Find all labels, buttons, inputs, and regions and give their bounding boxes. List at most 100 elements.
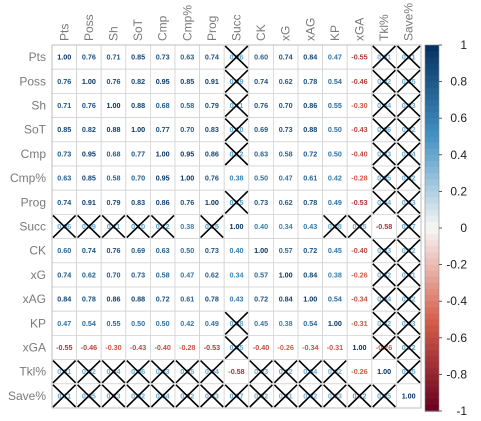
matrix-cell: -0.58: [371, 213, 397, 239]
insignificant-cross-mark: [150, 360, 175, 384]
insignificant-cross-mark: [323, 214, 347, 239]
matrix-cell: 0.09: [76, 213, 102, 239]
matrix-cell: 0.03: [371, 238, 397, 264]
matrix-border: [51, 44, 422, 409]
matrix-cell: -0.53: [199, 334, 225, 360]
matrix-cell: 0.73: [125, 262, 151, 288]
colorbar-segment: [425, 276, 439, 284]
cell-background: [174, 310, 201, 336]
colorbar-segment: [425, 112, 439, 119]
matrix-cell: 0.57: [248, 262, 274, 288]
column-label: CK: [254, 24, 268, 41]
matrix-cell: 0.05: [76, 383, 102, 409]
cell-value-label: 0.88: [131, 101, 145, 110]
matrix-cell: -0.58: [223, 359, 250, 385]
cell-background: [297, 165, 324, 191]
insignificant-cross-mark: [372, 69, 396, 93]
cell-value-label: 0.73: [131, 270, 145, 279]
matrix-cell: 0.73: [272, 117, 299, 143]
matrix-cell: 0.02: [371, 68, 397, 94]
cell-value-label: 0.49: [205, 319, 219, 328]
cell-value-label: 0.86: [107, 295, 121, 304]
row-labels: Pts Poss Sh SoT Cmp Cmp% Prog Succ CK xG xAG KP xGA T…: [8, 50, 47, 403]
cell-background: [223, 213, 250, 239]
cell-background: [248, 334, 274, 360]
cell-background: [322, 68, 348, 94]
cell-value-label: -0.58: [228, 367, 244, 376]
matrix-cell: 0.78: [297, 189, 324, 215]
matrix-cell: -0.40: [346, 238, 373, 264]
row-label: Save%: [8, 389, 46, 403]
cell-value-label: 0.63: [156, 246, 170, 255]
matrix-cell: 0.12: [395, 334, 422, 360]
cell-value-label: 0.76: [107, 246, 121, 255]
cell-value-label: 1.00: [107, 101, 121, 110]
cell-value-label: 0.63: [57, 174, 71, 183]
cell-background: [272, 310, 299, 336]
colorbar-tick-label: -0.6: [446, 331, 467, 345]
cell-value-label: 0.76: [205, 174, 219, 183]
cell-background: [297, 93, 324, 119]
matrix-cell: 0.12: [223, 141, 250, 167]
matrix-cell: -0.46: [346, 68, 373, 94]
insignificant-cross-mark: [77, 384, 101, 408]
insignificant-cross-mark: [101, 384, 126, 408]
cell-value-label: -0.53: [351, 198, 367, 207]
column-label: Sh: [107, 26, 121, 41]
matrix-cell: 0.03: [322, 383, 348, 409]
cell-value-label: 1.00: [303, 295, 317, 304]
colorbar-segment: [425, 331, 439, 339]
cell-value-label: 0.79: [205, 101, 219, 110]
cell-value-label: 0.77: [131, 149, 145, 158]
matrix-cell: 0.58: [174, 93, 201, 119]
colorbar-segment: [425, 136, 439, 144]
insignificant-cross-mark: [224, 69, 249, 93]
matrix-cell: 1.00: [125, 117, 151, 143]
cell-background: [346, 44, 373, 70]
matrix-cell: 0.05: [371, 165, 397, 191]
colorbar-tick-label: 0.4: [450, 148, 467, 162]
matrix-cell: -0.55: [51, 334, 78, 360]
cell-value-label: -0.40: [253, 343, 269, 352]
matrix-cell: 0.03: [149, 359, 176, 385]
insignificant-cross-mark: [150, 214, 175, 239]
cell-value-label: -0.28: [179, 343, 195, 352]
cell-background: [76, 44, 102, 70]
cell-value-label: 0.88: [107, 125, 121, 134]
cell-value-label: 0.76: [180, 198, 194, 207]
cell-value-label: -0.58: [376, 222, 392, 231]
matrix-cell: -0.40: [346, 141, 373, 167]
colorbar-tick-label: -0.4: [446, 294, 467, 308]
insignificant-cross-mark: [224, 384, 249, 408]
cell-value-label: 1.00: [180, 174, 194, 183]
cell-value-label: 0.74: [205, 53, 219, 62]
matrix-cell: 0.70: [174, 117, 201, 143]
matrix-cell: 0.76: [100, 68, 127, 94]
matrix-cell: 1.00: [149, 141, 176, 167]
insignificant-cross-mark: [396, 69, 421, 93]
cell-value-label: 0.50: [328, 125, 342, 134]
matrix-cell: 0.72: [248, 286, 274, 312]
matrix-cell: 0.49: [322, 189, 348, 215]
matrix-cell: 0.86: [297, 93, 324, 119]
cell-value-label: 1.00: [57, 53, 71, 62]
cell-value-label: -0.40: [155, 343, 171, 352]
row-label: Cmp%: [10, 171, 46, 185]
column-label: Cmp%: [180, 5, 194, 41]
cell-value-label: 0.54: [303, 319, 317, 328]
cell-value-label: 0.78: [205, 295, 219, 304]
insignificant-cross-mark: [323, 384, 347, 408]
matrix-cell: 0.91: [199, 68, 225, 94]
colorbar-segment: [425, 337, 439, 345]
matrix-cell: 0.49: [199, 310, 225, 336]
cell-value-label: 0.50: [254, 174, 268, 183]
cell-value-label: 0.73: [279, 125, 293, 134]
cell-value-label: 0.72: [303, 246, 317, 255]
cell-value-label: 0.50: [156, 319, 170, 328]
matrix-cell: 0.55: [100, 310, 127, 336]
cell-value-label: 0.62: [205, 270, 219, 279]
cell-value-label: 0.83: [205, 125, 219, 134]
matrix-cell: -0.40: [149, 334, 176, 360]
cell-value-label: 0.42: [328, 174, 342, 183]
matrix-cell: 0.11: [51, 383, 78, 409]
